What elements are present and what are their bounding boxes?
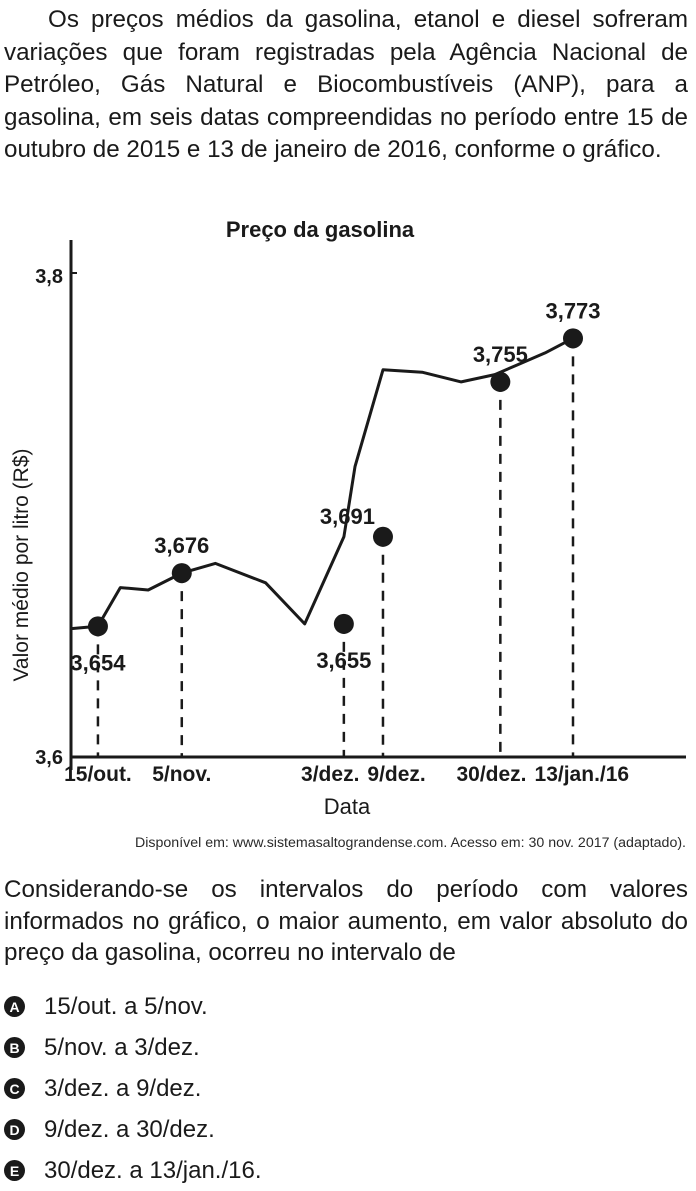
option-d-text: 9/dez. a 30/dez. [44,1115,215,1143]
data-point-5 [563,328,583,349]
date-label-0: 15/out. [64,763,132,786]
option-b-letter-icon: B [4,1037,25,1058]
date-label-4: 30/dez. [456,763,526,786]
data-point-1 [171,563,192,584]
date-label-5: 13/jan./16 [535,763,630,786]
series-line [69,336,574,631]
option-c[interactable]: C 3/dez. a 9/dez. [4,1068,262,1109]
marked-points [87,328,583,637]
value-labels: 3,654 3,676 3,655 3,691 3,755 3,773 [70,298,600,675]
drop-lines [96,338,575,757]
data-point-2 [333,613,354,634]
option-c-text: 3/dez. a 9/dez. [44,1074,202,1102]
option-a-letter-icon: A [4,996,25,1017]
date-label-3: 9/dez. [367,763,425,786]
option-b[interactable]: B 5/nov. a 3/dez. [4,1027,262,1068]
date-label-1: 5/nov. [152,763,211,786]
value-label-5: 3,773 [545,298,600,323]
option-d[interactable]: D 9/dez. a 30/dez. [4,1109,262,1150]
value-label-3: 3,691 [320,504,375,529]
value-label-1: 3,676 [154,533,209,558]
y-axis: 3,8 3,6 [35,240,77,770]
data-point-0 [87,616,108,637]
data-point-3 [372,526,393,547]
option-a-text: 15/out. a 5/nov. [44,992,208,1020]
source-citation: Disponível em: www.sistemasaltograndense… [135,835,686,851]
option-a[interactable]: A 15/out. a 5/nov. [4,986,262,1027]
question-text: Considerando-se os intervalos do período… [4,876,688,966]
y-tick-label-bottom: 3,6 [35,747,63,769]
option-d-letter-icon: D [4,1119,25,1140]
value-label-0: 3,654 [70,650,126,675]
gasoline-price-chart: Preço da gasolina 3,8 3,6 Valor médio po… [10,217,686,819]
chart-title: Preço da gasolina [226,217,415,242]
intro-paragraph: Os preços médios da gasolina, etanol e d… [4,6,688,164]
option-e[interactable]: E 30/dez. a 13/jan./16. [4,1150,262,1191]
option-e-letter-icon: E [4,1160,25,1181]
y-tick-label-top: 3,8 [35,266,63,288]
date-label-2: 3/dez. [301,763,359,786]
value-label-4: 3,755 [473,342,528,367]
y-axis-label: Valor médio por litro (R$) [10,448,33,681]
answer-options: A 15/out. a 5/nov. B 5/nov. a 3/dez. C 3… [4,986,262,1191]
value-label-2: 3,655 [316,648,371,673]
option-c-letter-icon: C [4,1078,25,1099]
option-b-text: 5/nov. a 3/dez. [44,1033,200,1061]
x-axis-label: Data [324,794,371,819]
date-labels: 15/out. 5/nov. 3/dez. 9/dez. 30/dez. 13/jan./… [64,763,629,786]
option-e-text: 30/dez. a 13/jan./16. [44,1156,262,1184]
data-point-4 [490,371,511,392]
